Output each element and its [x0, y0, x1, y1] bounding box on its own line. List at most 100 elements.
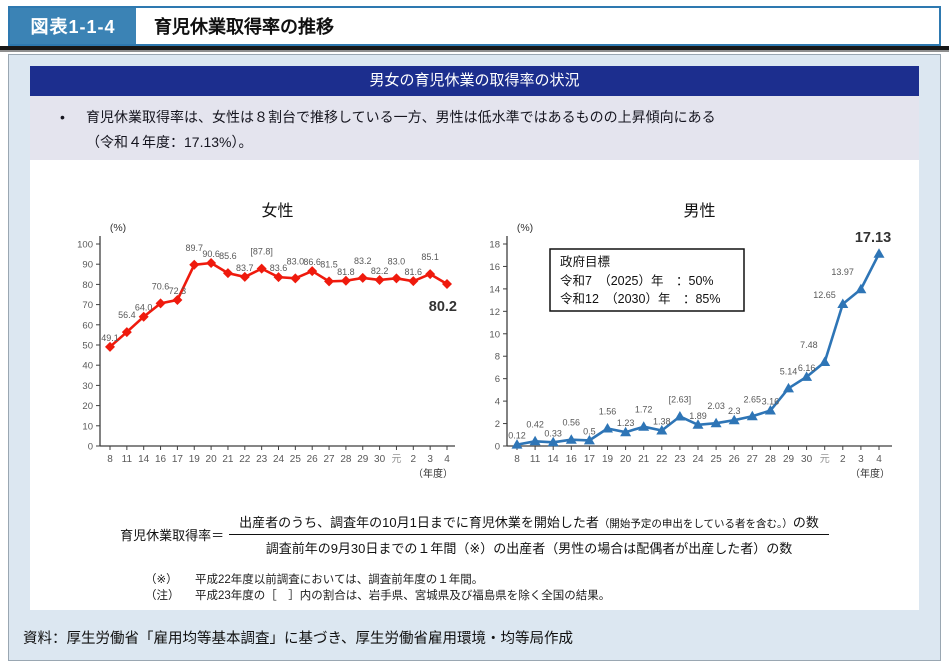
svg-text:90.6: 90.6	[202, 249, 220, 259]
svg-text:30: 30	[374, 454, 386, 465]
section-header: 男女の育児休業の取得率の状況	[30, 66, 919, 96]
svg-text:81.8: 81.8	[337, 267, 355, 277]
summary-line-2: （令和４年度：17.13%）。	[86, 134, 253, 150]
svg-text:1.72: 1.72	[635, 405, 653, 415]
svg-text:12: 12	[489, 307, 500, 318]
svg-text:11: 11	[530, 454, 541, 465]
svg-text:81.5: 81.5	[320, 259, 338, 269]
svg-text:85.1: 85.1	[421, 252, 439, 262]
svg-text:2: 2	[840, 454, 846, 465]
svg-text:83.0: 83.0	[287, 256, 305, 266]
svg-text:政府目標: 政府目標	[560, 254, 611, 269]
svg-text:3.16: 3.16	[762, 397, 780, 407]
svg-text:17: 17	[584, 454, 596, 465]
svg-text:86.6: 86.6	[303, 257, 321, 267]
svg-text:80.2: 80.2	[429, 299, 457, 315]
svg-text:6: 6	[495, 374, 500, 385]
note-row: （※） 平成22年度以前調査においては、調査前年度の１年間。	[145, 572, 610, 588]
svg-text:10: 10	[489, 329, 500, 340]
svg-text:1.23: 1.23	[617, 418, 635, 428]
svg-text:4: 4	[876, 454, 882, 465]
svg-text:18: 18	[489, 240, 500, 251]
svg-text:50: 50	[82, 341, 93, 352]
svg-text:4: 4	[495, 397, 500, 408]
svg-text:（年度）: （年度）	[413, 467, 453, 480]
notes-section: （※） 平成22年度以前調査においては、調査前年度の１年間。 （注） 平成23年…	[145, 572, 610, 604]
svg-text:19: 19	[602, 454, 614, 465]
svg-text:19: 19	[189, 454, 201, 465]
formula-label: 育児休業取得率＝	[120, 528, 225, 543]
svg-text:3: 3	[858, 454, 864, 465]
svg-text:56.4: 56.4	[118, 310, 136, 320]
svg-text:27: 27	[323, 454, 335, 465]
svg-text:2.03: 2.03	[707, 401, 725, 411]
svg-text:0: 0	[495, 442, 500, 453]
svg-text:26: 26	[307, 454, 319, 465]
content-box: 男女の育児休業の取得率の状況 • 育児休業取得率は、女性は８割台で推移している一…	[30, 66, 919, 610]
svg-text:89.7: 89.7	[185, 243, 203, 253]
svg-text:30: 30	[801, 454, 813, 465]
svg-text:90: 90	[82, 260, 93, 271]
formula-section: 育児休業取得率＝ 出産者のうち、調査年の10月1日までに育児休業を開始した者（開…	[30, 512, 919, 557]
source-attribution: 資料：厚生労働省「雇用均等基本調査」に基づき、厚生労働省雇用環境・均等局作成	[23, 631, 573, 647]
note-marker: （注）	[145, 590, 180, 602]
svg-text:1.38: 1.38	[653, 417, 671, 427]
svg-text:29: 29	[783, 454, 795, 465]
svg-text:0.33: 0.33	[544, 428, 562, 438]
svg-text:27: 27	[747, 454, 759, 465]
svg-text:令和12 （2030）年 ：85%: 令和12 （2030）年 ：85%	[560, 291, 720, 306]
bullet-icon: •	[60, 109, 65, 125]
svg-text:2: 2	[495, 419, 500, 430]
svg-text:元: 元	[820, 454, 830, 465]
svg-text:40: 40	[82, 361, 93, 372]
svg-text:8: 8	[495, 352, 500, 363]
main-panel: 男女の育児休業の取得率の状況 • 育児休業取得率は、女性は８割台で推移している一…	[8, 54, 941, 661]
svg-text:0.56: 0.56	[563, 418, 581, 428]
svg-text:令和7 （2025）年 ：50%: 令和7 （2025）年 ：50%	[560, 273, 714, 288]
note-text: 平成22年度以前調査においては、調査前年度の１年間。	[195, 574, 484, 586]
svg-text:3: 3	[427, 454, 433, 465]
svg-text:10: 10	[82, 421, 93, 432]
women-chart: 女性 (%) 0 10 20 30 40 50 60 70 80 90 100 8 11 14 16 17 19 20…	[77, 201, 457, 480]
svg-text:14: 14	[489, 284, 500, 295]
svg-text:70.6: 70.6	[152, 281, 170, 291]
svg-text:83.0: 83.0	[388, 256, 406, 266]
svg-text:16: 16	[566, 454, 578, 465]
title-divider	[0, 46, 949, 52]
svg-text:[2.63]: [2.63]	[669, 394, 692, 404]
svg-text:28: 28	[765, 454, 777, 465]
svg-text:2.65: 2.65	[744, 394, 762, 404]
note-marker: （※）	[145, 574, 178, 586]
numerator-suffix: の数	[792, 515, 819, 530]
svg-text:49.1: 49.1	[101, 333, 119, 343]
svg-text:7.48: 7.48	[800, 340, 818, 350]
svg-text:8: 8	[514, 454, 520, 465]
figure-title-bar: 図表1-1-4 育児休業取得率の推移	[8, 6, 941, 46]
svg-text:0.5: 0.5	[583, 426, 596, 436]
svg-text:23: 23	[256, 454, 268, 465]
svg-text:21: 21	[222, 454, 234, 465]
svg-text:17.13: 17.13	[855, 230, 891, 246]
svg-text:29: 29	[357, 454, 369, 465]
formula-numerator: 出産者のうち、調査年の10月1日までに育児休業を開始した者（開始予定の申出をして…	[229, 512, 829, 535]
svg-text:60: 60	[82, 320, 93, 331]
svg-text:20: 20	[620, 454, 632, 465]
svg-text:22: 22	[656, 454, 668, 465]
svg-text:30: 30	[82, 381, 93, 392]
svg-text:83.6: 83.6	[270, 263, 288, 273]
numerator-small: （開始予定の申出をしている者を含む。）	[598, 518, 793, 530]
svg-text:12.65: 12.65	[813, 290, 836, 300]
svg-text:64.0: 64.0	[135, 303, 153, 313]
svg-text:元: 元	[391, 454, 401, 465]
svg-text:82.2: 82.2	[371, 266, 389, 276]
svg-text:83.2: 83.2	[354, 256, 372, 266]
svg-text:16: 16	[155, 454, 167, 465]
summary-text: 育児休業取得率は、女性は８割台で推移している一方、男性は低水準ではあるものの上昇…	[86, 105, 716, 160]
svg-text:81.6: 81.6	[405, 267, 423, 277]
svg-text:女性: 女性	[261, 201, 293, 220]
svg-text:22: 22	[239, 454, 251, 465]
summary-box: • 育児休業取得率は、女性は８割台で推移している一方、男性は低水準ではあるものの…	[30, 96, 919, 160]
svg-text:8: 8	[107, 454, 113, 465]
svg-text:0: 0	[88, 442, 93, 453]
svg-text:24: 24	[273, 454, 285, 465]
